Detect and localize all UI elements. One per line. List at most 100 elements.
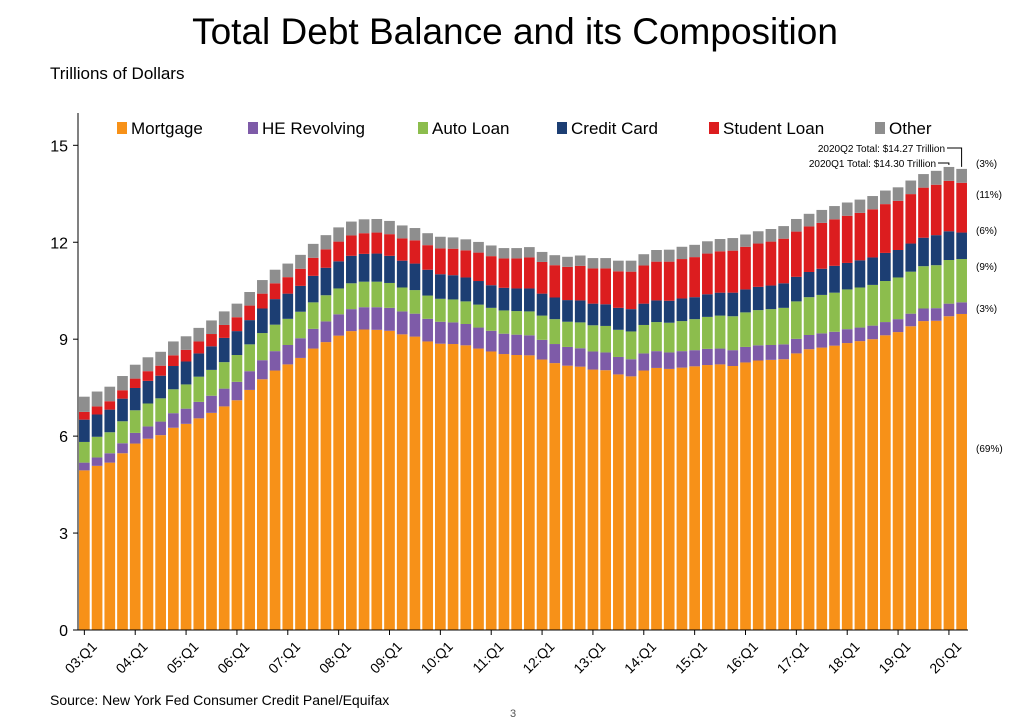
bar-stack bbox=[142, 357, 154, 630]
bar-segment bbox=[447, 275, 459, 300]
bar-segment bbox=[587, 369, 599, 630]
bar-segment bbox=[91, 457, 103, 466]
bar-segment bbox=[79, 396, 90, 412]
bar-segment bbox=[79, 441, 90, 463]
bar-segment bbox=[358, 233, 370, 254]
bar-segment bbox=[231, 381, 243, 401]
bar-stack bbox=[485, 245, 497, 630]
bar-segment bbox=[727, 350, 739, 366]
bar-segment bbox=[778, 359, 789, 630]
bar-segment bbox=[460, 324, 472, 346]
bar-segment bbox=[206, 395, 217, 413]
bar-segment bbox=[816, 222, 828, 269]
bar-stack bbox=[549, 255, 561, 630]
y-tick-label: 12 bbox=[50, 235, 68, 252]
bar-segment bbox=[282, 263, 294, 278]
bar-segment bbox=[663, 300, 675, 323]
bar-segment bbox=[320, 342, 332, 630]
bar-segment bbox=[663, 249, 675, 262]
bar-stack bbox=[562, 256, 573, 630]
q2-total-label: 2020Q2 Total: $14.27 Trillion bbox=[818, 144, 945, 155]
bar-stack bbox=[880, 190, 891, 630]
bar-segment bbox=[79, 470, 90, 630]
bar-segment bbox=[829, 265, 840, 293]
bar-segment bbox=[524, 247, 535, 258]
bar-segment bbox=[422, 245, 433, 270]
bar-segment bbox=[880, 252, 891, 282]
bar-segment bbox=[168, 355, 179, 366]
bar-segment bbox=[536, 261, 548, 294]
bar-segment bbox=[524, 288, 535, 312]
bar-stack bbox=[257, 280, 268, 630]
bar-segment bbox=[587, 351, 599, 370]
bar-segment bbox=[689, 366, 700, 630]
bar-segment bbox=[536, 359, 548, 630]
bar-segment bbox=[435, 321, 446, 344]
bar-segment bbox=[930, 235, 942, 266]
bar-segment bbox=[714, 315, 726, 349]
bar-stack bbox=[956, 168, 967, 630]
bar-segment bbox=[320, 235, 332, 250]
bar-segment bbox=[333, 335, 344, 630]
bar-segment bbox=[346, 255, 357, 284]
bar-segment bbox=[702, 348, 713, 366]
bar-segment bbox=[422, 341, 433, 630]
bar-segment bbox=[956, 168, 967, 183]
bar-segment bbox=[485, 285, 497, 308]
bar-segment bbox=[536, 315, 548, 340]
bar-stack bbox=[727, 238, 739, 630]
bar-segment bbox=[625, 359, 637, 377]
bar-stacks bbox=[79, 166, 967, 630]
legend-swatch bbox=[875, 122, 885, 134]
bar-segment bbox=[346, 221, 357, 236]
bar-segment bbox=[307, 348, 319, 630]
x-tick-label: 17:Q1 bbox=[774, 638, 812, 676]
legend-swatch bbox=[418, 122, 428, 134]
bar-segment bbox=[625, 376, 637, 630]
bar-segment bbox=[231, 400, 243, 630]
bar-segment bbox=[358, 281, 370, 308]
bar-segment bbox=[880, 190, 891, 205]
bar-segment bbox=[422, 295, 433, 319]
bar-segment bbox=[346, 235, 357, 256]
bar-segment bbox=[346, 309, 357, 332]
bar-segment bbox=[663, 261, 675, 301]
x-tick-label: 10:Q1 bbox=[418, 638, 456, 676]
bar-segment bbox=[638, 370, 650, 630]
bar-segment bbox=[549, 265, 561, 298]
bar-segment bbox=[689, 319, 700, 351]
bar-stack bbox=[104, 386, 116, 630]
bar-segment bbox=[740, 289, 751, 313]
bar-segment bbox=[714, 251, 726, 293]
bar-segment bbox=[829, 331, 840, 346]
bar-segment bbox=[943, 166, 955, 181]
bar-segment bbox=[129, 443, 141, 630]
bar-segment bbox=[880, 322, 891, 336]
bar-segment bbox=[587, 268, 599, 304]
bar-segment bbox=[841, 202, 853, 216]
bar-segment bbox=[295, 311, 306, 339]
bar-stack bbox=[943, 166, 955, 630]
bar-segment bbox=[104, 453, 116, 463]
bar-segment bbox=[371, 218, 383, 233]
legend-label: HE Revolving bbox=[262, 119, 365, 138]
bar-segment bbox=[727, 238, 739, 251]
bar-segment bbox=[257, 379, 268, 630]
bar-segment bbox=[231, 317, 243, 332]
share-label: (9%) bbox=[976, 262, 997, 273]
bar-segment bbox=[396, 260, 408, 288]
bar-segment bbox=[905, 326, 917, 630]
bar-segment bbox=[803, 271, 815, 298]
bar-segment bbox=[854, 327, 866, 342]
bar-segment bbox=[676, 367, 688, 630]
bar-segment bbox=[956, 259, 967, 303]
bar-stack bbox=[536, 251, 548, 630]
bar-segment bbox=[371, 307, 383, 330]
bar-segment bbox=[689, 297, 700, 320]
x-axis: 03:Q1 04:Q1 05:Q1 06:Q1 07:Q1 08:Q1 09:Q1 10:Q1… bbox=[62, 629, 968, 676]
bar-segment bbox=[142, 426, 154, 439]
bar-segment bbox=[295, 338, 306, 358]
bar-segment bbox=[905, 243, 917, 272]
bar-stack bbox=[524, 247, 535, 630]
